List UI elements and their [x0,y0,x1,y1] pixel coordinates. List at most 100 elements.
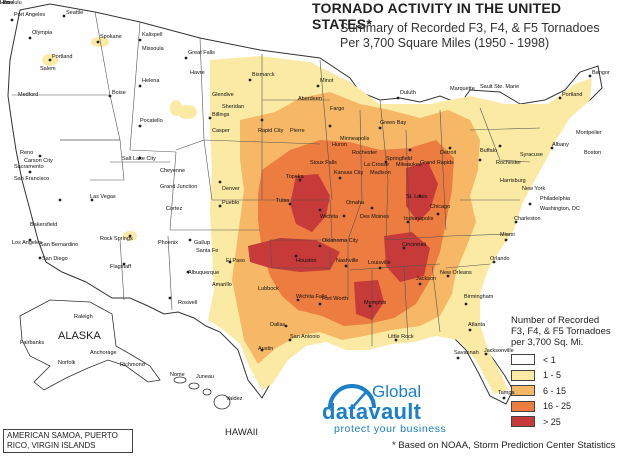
city-label: Sioux Falls [310,160,337,166]
city-label: Flagstaff [110,264,131,270]
city-label: Great Falls [188,50,215,56]
city-label: Phoenix [158,240,178,246]
city-label: New Orleans [440,270,472,276]
city-label: Jacksonville [484,348,514,354]
city-label: Amarillo [212,282,232,288]
city-label: Milwaukee [396,162,422,168]
city-label: Salt Lake City [122,156,156,162]
logo-datavault-text: datavault [322,399,422,424]
city-label: Missoula [142,46,164,52]
city-label: Kalispell [142,32,163,38]
city-label: Topeka [286,174,304,180]
city-label: Salem [40,66,56,72]
city-label: Hilo [0,0,10,6]
city-label: Miami [500,232,515,238]
city-label: Buffalo [480,148,498,154]
city-label: Nome [170,372,185,378]
city-label: Birmingham [464,294,494,300]
legend-label: > 25 [543,416,561,427]
city-label: San Bernardino [40,242,79,248]
city-label: Pierre [290,128,305,134]
page-subtitle: Summary of Recorded F3, F4, & F5 Tornado… [340,21,618,51]
city-label: Madison [370,170,391,176]
city-label: Fairbanks [20,340,45,346]
city-label: Sheridan [222,104,245,110]
city-label: Springfield [386,156,412,162]
city-label: Glendive [212,92,234,98]
city-label: San Antonio [290,334,320,340]
city-label: Minot [320,78,334,84]
city-label: Lubbock [258,286,279,292]
city-label: Seattle [66,10,84,16]
city-label: Carson City [24,158,53,164]
city-label: Sault Ste. Marie [480,84,520,90]
city-label: Billings [212,112,230,118]
city-label: Kansas City [334,170,364,176]
city-label: Gallup [194,240,210,246]
legend-swatch [511,416,535,428]
city-label: Nashville [336,258,359,264]
city-label: Casper [212,128,230,134]
city-label: Rapid City [258,128,284,134]
city-label: Olympia [32,30,53,36]
footnote: * Based on NOAA, Storm Prediction Center… [392,440,616,451]
city-label: Spokane [100,34,122,40]
city-label: Denver [222,186,240,192]
logo-tagline: protect your business [334,423,447,435]
city-label: Montpelier [576,130,602,136]
city-label: Des Moines [360,214,390,220]
city-label: Raleigh [74,314,93,320]
city-label: Bismarck [252,72,275,78]
subtitle-line-1: Summary of Recorded F3, F4, & F5 Tornado… [340,21,600,35]
city-label: Medford [18,92,39,98]
city-label: Reno [20,150,34,156]
city-label: Austin [258,346,274,352]
city-label: Lihue [0,0,14,6]
legend-label: 1 - 5 [543,370,562,381]
city-label: Philadelphia [540,196,570,202]
page-title: TORNADO ACTIVITY IN THE UNITED STATES* [312,0,562,32]
city-label: Cincinnati [402,242,427,248]
city-label: Marquette [450,86,475,92]
city-label: Dallas [270,322,286,328]
city-label: Pocatello [140,118,163,124]
city-label: Bakersfield [30,222,58,228]
legend-title: Number of Recorded F3, F4, & F5 Tornadoe… [511,315,621,348]
city-label: Omaha [346,200,365,206]
city-label: Cheyenne [160,168,186,174]
city-label: New York [522,186,546,192]
city-label: Portland [562,92,583,98]
global-datavault-logo: Global datavault protect your business [306,378,466,435]
city-label: San Francisco [14,176,50,182]
territories-box: AMERICAN SAMOA, PUERTO RICO, VIRGIN ISLA… [3,429,133,453]
city-label: Bangor [592,70,610,76]
legend-title-line-3: per 3,700 Sq. Mi. [511,337,584,348]
city-label: Portland [52,54,73,60]
alaska-outline [19,299,161,391]
city-label: Houston [296,258,317,264]
city-label: Jackson [416,276,437,282]
city-label: Los Angeles [12,240,42,246]
city-label: Little Rock [388,334,414,340]
city-label: Minneapolis [340,136,370,142]
city-label: Anchorage [90,350,117,356]
city-label: Pueblo [222,200,240,206]
city-label: Rochester [496,160,522,166]
city-label: Memphis [364,300,387,306]
city-label: Roswell [178,300,198,306]
city-label: Oklahoma City [322,238,359,244]
city-label: San Diego [42,256,68,262]
city-label: Duluth [400,90,416,96]
city-label: Sacramento [14,164,44,170]
city-label: La Crosse [364,162,390,168]
city-label: Green Bay [380,120,407,126]
city-label: Louisville [368,260,391,266]
city-label: Boise [112,90,126,96]
city-label: Las Vegas [90,194,116,200]
legend-item: 16 - 25 [511,399,621,415]
legend-item: 6 - 15 [511,383,621,399]
city-label: Havre [190,70,205,76]
legend-swatch [511,369,535,381]
city-label: Valdez [226,396,243,402]
city-label: Juneau [196,374,215,380]
